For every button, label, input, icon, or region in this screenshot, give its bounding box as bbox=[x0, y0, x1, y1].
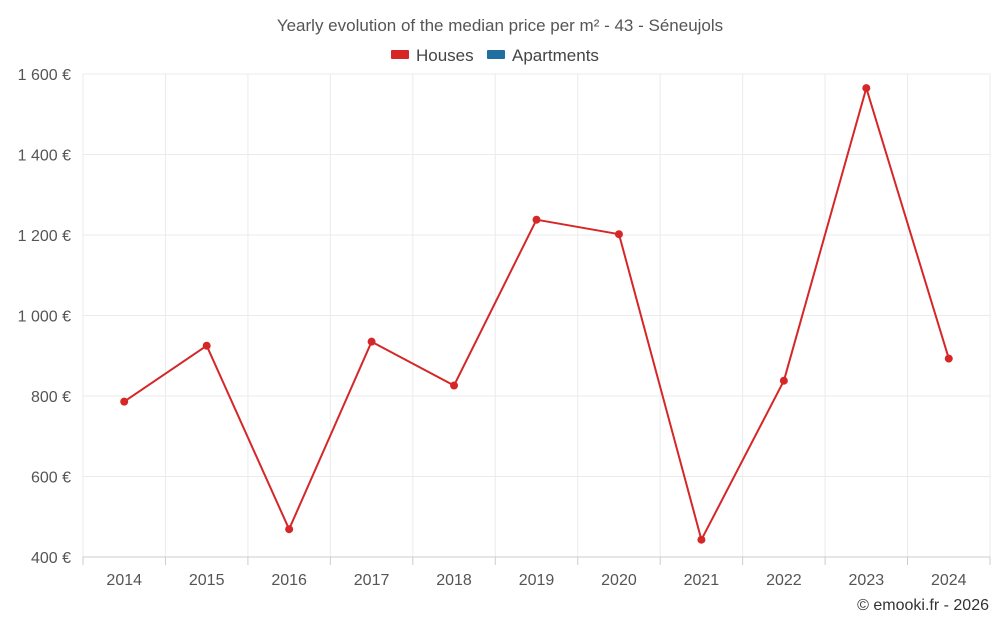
data-point-houses-2023[interactable] bbox=[862, 84, 871, 93]
x-axis: 2014 2015 2016 2017 2018 2019 2020 2021 2022 2023… bbox=[82, 557, 991, 589]
x-tick-label: 2014 bbox=[106, 572, 142, 589]
data-point-houses-2019[interactable] bbox=[532, 215, 541, 224]
data-point-houses-2015[interactable] bbox=[202, 341, 211, 350]
x-tick-label: 2018 bbox=[436, 572, 472, 589]
x-tick-label: 2019 bbox=[519, 572, 555, 589]
legend: Houses Apartments bbox=[391, 46, 599, 65]
legend-label-houses: Houses bbox=[416, 46, 474, 65]
y-tick-label: 800 € bbox=[31, 389, 71, 406]
y-tick-label: 1 600 € bbox=[18, 67, 71, 84]
x-tick-label: 2021 bbox=[684, 572, 720, 589]
x-tick-label: 2016 bbox=[271, 572, 307, 589]
credit-text: © emooki.fr - 2026 bbox=[857, 597, 989, 614]
data-point-houses-2017[interactable] bbox=[367, 337, 376, 346]
data-point-houses-2018[interactable] bbox=[450, 381, 459, 390]
chart-title: Yearly evolution of the median price per… bbox=[277, 16, 723, 35]
y-tick-label: 1 200 € bbox=[18, 228, 71, 245]
data-point-houses-2024[interactable] bbox=[944, 354, 953, 363]
y-tick-label: 600 € bbox=[31, 470, 71, 487]
legend-swatch-houses bbox=[391, 50, 409, 59]
legend-label-apartments: Apartments bbox=[512, 46, 599, 65]
y-axis: 400 € 600 € 800 € 1 000 € 1 200 € 1 400 € 1 60… bbox=[18, 67, 71, 567]
y-tick-label: 1 000 € bbox=[18, 309, 71, 326]
x-tick-label: 2020 bbox=[601, 572, 637, 589]
x-tick-label: 2024 bbox=[931, 572, 967, 589]
x-tick-label: 2022 bbox=[766, 572, 802, 589]
series-houses bbox=[120, 84, 953, 544]
legend-item-houses[interactable]: Houses bbox=[391, 46, 474, 65]
data-point-houses-2022[interactable] bbox=[779, 376, 788, 385]
data-point-houses-2021[interactable] bbox=[697, 535, 706, 544]
y-tick-label: 400 € bbox=[31, 550, 71, 567]
data-point-houses-2016[interactable] bbox=[285, 525, 294, 534]
legend-item-apartments[interactable]: Apartments bbox=[487, 46, 599, 65]
data-point-houses-2014[interactable] bbox=[120, 397, 129, 406]
gridlines bbox=[82, 73, 991, 558]
legend-swatch-apartments bbox=[487, 50, 505, 59]
y-tick-label: 1 400 € bbox=[18, 148, 71, 165]
x-tick-label: 2017 bbox=[354, 572, 390, 589]
x-tick-label: 2015 bbox=[189, 572, 225, 589]
x-tick-label: 2023 bbox=[849, 572, 885, 589]
data-point-houses-2020[interactable] bbox=[614, 230, 623, 239]
